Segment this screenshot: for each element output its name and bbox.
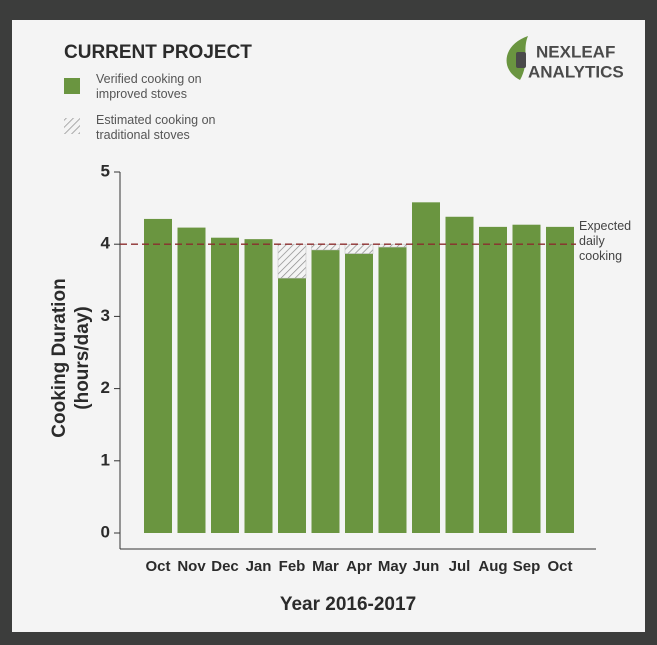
bar xyxy=(445,216,474,533)
x-tick-label: Jan xyxy=(246,558,272,575)
legend-swatch xyxy=(64,78,80,94)
estimated-bar xyxy=(344,243,374,254)
x-tick-label: Nov xyxy=(177,558,206,575)
x-tick-label: Oct xyxy=(145,558,170,575)
bar xyxy=(479,226,507,533)
bar xyxy=(211,237,239,533)
legend-label: Verified cooking on improved stoves xyxy=(96,72,202,101)
logo-icon xyxy=(516,52,526,68)
x-tick-label: Feb xyxy=(279,558,306,575)
y-tick-label: 4 xyxy=(101,234,111,253)
y-axis-title: Cooking Duration (hours/day) xyxy=(49,278,93,438)
bar xyxy=(546,226,574,533)
estimated-bar xyxy=(277,243,307,279)
logo-text: ANALYTICS xyxy=(528,62,624,81)
estimated-bar xyxy=(378,243,407,248)
bar xyxy=(412,202,440,533)
bar xyxy=(144,218,172,533)
logo-text: NEXLEAF xyxy=(536,42,615,61)
bar xyxy=(244,239,273,533)
y-tick-label: 2 xyxy=(101,378,110,397)
bar xyxy=(278,278,306,533)
x-tick-label: Jun xyxy=(413,558,440,575)
x-axis-title: Year 2016-2017 xyxy=(280,594,416,615)
title: CURRENT PROJECT xyxy=(64,42,252,63)
bar xyxy=(345,253,373,533)
y-tick-label: 0 xyxy=(101,522,110,541)
reference-label: Expected daily cooking xyxy=(579,219,632,263)
bar xyxy=(378,247,407,533)
x-tick-label: Apr xyxy=(346,558,372,575)
y-tick-label: 5 xyxy=(101,161,110,180)
x-tick-label: Mar xyxy=(312,558,339,575)
x-tick-label: May xyxy=(378,558,408,575)
x-tick-label: Dec xyxy=(211,558,239,575)
x-tick-label: Jul xyxy=(449,558,471,575)
y-tick-label: 3 xyxy=(101,306,110,325)
estimated-bar xyxy=(311,243,340,251)
bar xyxy=(311,249,340,533)
bar xyxy=(512,224,541,533)
legend-swatch xyxy=(64,118,80,134)
x-tick-label: Aug xyxy=(478,558,507,575)
y-tick-label: 1 xyxy=(101,450,110,469)
x-tick-label: Sep xyxy=(513,558,541,575)
legend-label: Estimated cooking on traditional stoves xyxy=(96,113,216,142)
bar xyxy=(177,227,206,533)
x-tick-label: Oct xyxy=(547,558,572,575)
